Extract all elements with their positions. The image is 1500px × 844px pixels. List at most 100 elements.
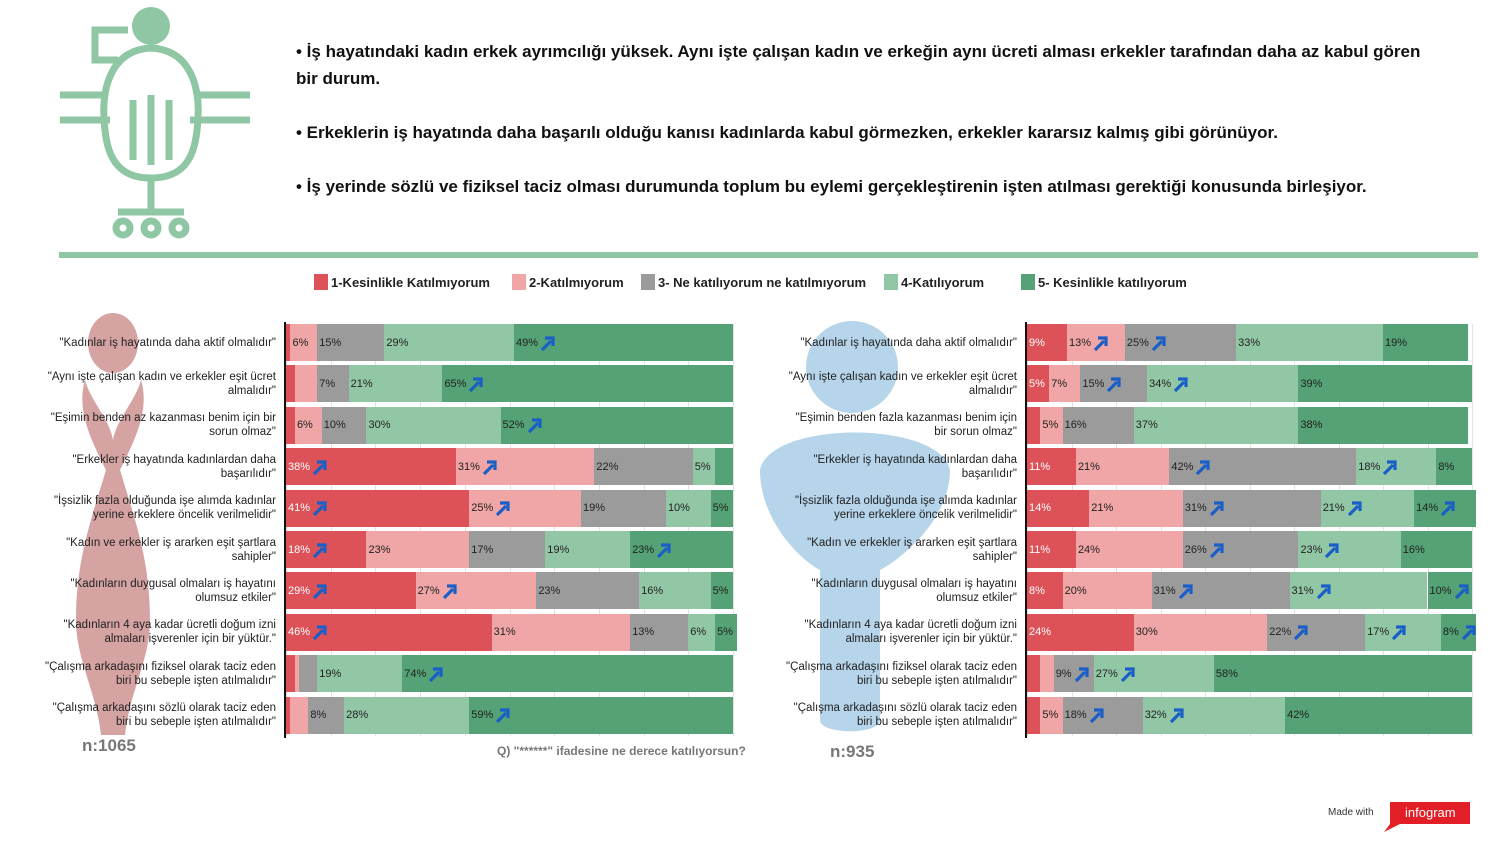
value-label: 16% [641,584,664,597]
value-label: 30% [1135,626,1158,639]
value-label: 5% [1029,377,1045,390]
value-label-group: 30% [368,407,390,444]
arrow-icon [312,584,327,599]
value-label: 32% [1144,709,1167,722]
value-label: 5% [717,626,734,639]
bar-segment [442,365,733,403]
category-label: "Kadınlar iş hayatında daha aktif olmalı… [800,336,1017,349]
legend-item: 1-Kesinlikle Katılmıyorum [314,274,490,290]
arrow-icon [312,501,327,517]
value-label: 17% [471,543,494,556]
value-label-group: 15% [319,324,341,361]
value-label-group: 27% [1096,655,1136,692]
arrow-icon [1093,335,1108,351]
value-label-group: 5% [695,448,711,485]
value-label: 6% [292,336,309,349]
value-label: 13% [1069,336,1092,349]
value-label: 21% [350,377,373,390]
arrow-icon [1174,377,1188,392]
value-label: 5% [712,584,729,597]
bar-segment [321,406,367,444]
bar-segment [1062,406,1134,444]
legend-swatch [641,274,655,290]
value-label: 8% [1442,626,1459,639]
value-label-group: 19% [319,655,341,692]
category-label: "Erkekler iş hayatında kadınlardan daha … [72,453,276,480]
value-label-group: 31% [494,614,516,651]
bar-segment [715,448,733,486]
value-label-group: 74% [404,655,444,692]
man-silhouette [760,321,950,732]
value-label: 30% [368,419,391,432]
value-label: 19% [1385,336,1408,349]
legend-swatch [884,274,898,290]
bar-segment [1182,489,1321,527]
bar-segment [1147,365,1299,403]
value-label-group: 31% [458,448,498,485]
arrow-icon [1461,625,1476,641]
category-label: "Kadınların 4 aya kadar ücretli doğum iz… [804,619,1017,646]
axis-line [284,322,286,738]
category-label: "Kadınlar iş hayatında daha aktif olmalı… [59,336,276,349]
value-label: 10% [1429,584,1452,597]
value-label-group: 19% [583,490,605,527]
bar-segment [317,365,349,403]
category-label: "Kadın ve erkekler iş ararken eşit şartl… [66,536,276,563]
value-label-group: 41% [288,490,328,527]
bar-segment [1040,696,1063,734]
value-label: 22% [596,460,619,473]
bar-segment [1213,655,1472,693]
value-label: 5% [694,460,711,473]
value-label: 22% [1269,626,1292,639]
value-label: 21% [1322,502,1345,515]
bar-segment [317,655,403,693]
value-label-group: 21% [1078,448,1100,485]
value-label-group: 8% [310,697,326,734]
bar-segment [294,406,322,444]
value-label: 14% [1416,502,1439,515]
value-label-group: 31% [1185,490,1225,527]
bar-segment [710,572,733,610]
bullets: • İş hayatındaki kadın erkek ayrımcılığı… [296,38,1446,227]
value-label: 59% [471,709,494,722]
value-label: 10% [323,419,346,432]
value-label-group: 49% [516,324,556,361]
value-label-group: 16% [1403,531,1425,568]
bar-segment [286,324,291,361]
grid-line [375,324,377,736]
value-label: 25% [471,502,494,515]
value-label: 74% [404,667,427,680]
value-label: 31% [1291,584,1314,597]
value-label-group: 31% [1292,572,1332,609]
value-label: 5% [1042,709,1059,722]
arrow-icon [1089,708,1104,724]
value-label-group: 15% [1082,365,1122,402]
bar-segment [1320,489,1415,527]
bar-segment [384,324,514,361]
value-label-group: 16% [641,572,663,609]
value-label-group: 19% [1385,324,1407,361]
bar-segment [402,655,733,693]
value-label: 58% [1215,667,1238,680]
value-label-group: 27% [418,572,458,609]
arrow-icon [1209,501,1224,517]
value-label: 31% [493,626,516,639]
value-label-group: 42% [1171,448,1211,485]
value-label-group: 22% [596,448,618,485]
bar-segment [710,489,733,527]
grid-line [330,324,332,736]
value-label: 29% [386,336,409,349]
grid-line [643,324,645,736]
bar-segment [1285,696,1472,734]
value-label-group: 16% [1065,407,1087,444]
bar-segment [1067,324,1125,361]
bar-segment [1027,365,1050,403]
divider [59,252,1478,258]
category-label: "İşsizlik fazla olduğunda işe alımda kad… [53,495,276,522]
grid-line [733,324,734,736]
arrow-icon [1196,460,1211,475]
value-label: 20% [1064,584,1087,597]
category-label: "Kadınların 4 aya kadar ücretli doğum iz… [63,619,276,646]
arrow-icon [1325,542,1340,558]
